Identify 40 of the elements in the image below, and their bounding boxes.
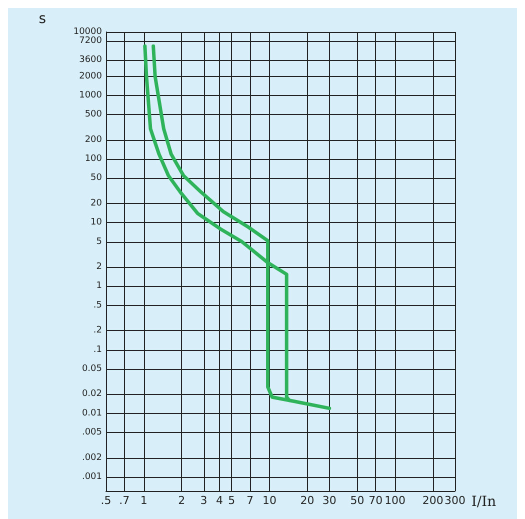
- y-tick-label: .1: [93, 344, 102, 355]
- x-tick-label: 5: [228, 494, 236, 507]
- y-tick-label: 1000: [79, 90, 102, 101]
- y-tick-label: 2000: [79, 71, 102, 82]
- y-tick-label: 0.01: [82, 408, 102, 418]
- y-tick-label: 5: [96, 236, 102, 247]
- x-tick-label: 30: [322, 494, 336, 507]
- x-tick-label: 10: [262, 494, 276, 507]
- y-axis-title: s: [38, 11, 46, 27]
- x-tick-label: 20: [300, 494, 314, 507]
- x-tick-label: 1: [140, 494, 148, 507]
- x-axis-title: I/In: [471, 494, 496, 510]
- y-tick-label: 0.02: [82, 389, 102, 400]
- y-tick-label: .005: [82, 427, 102, 438]
- y-tick-label: .5: [93, 300, 102, 310]
- y-tick-label: 2: [96, 262, 102, 272]
- x-tick-label: 70: [368, 494, 383, 507]
- y-tick-label: 10000: [73, 27, 102, 37]
- x-tick-label: 4: [216, 494, 223, 507]
- y-tick-label: 0.05: [82, 364, 102, 374]
- y-tick-label: 3600: [79, 55, 102, 66]
- y-tick-label: 50: [90, 173, 102, 184]
- y-tick-label: 500: [84, 110, 102, 120]
- y-tick-label: 1: [96, 281, 102, 292]
- x-tick-label: .7: [119, 494, 130, 507]
- x-tick-label: 200: [422, 494, 444, 507]
- y-tick-label: 20: [90, 198, 102, 209]
- y-tick-label: 100: [84, 154, 102, 164]
- y-tick-label: .002: [82, 452, 102, 463]
- x-tick-label: 3: [200, 494, 208, 507]
- x-tick-label: 50: [350, 494, 364, 507]
- y-tick-label: 7200: [79, 36, 102, 46]
- x-tick-label: 100: [384, 494, 406, 507]
- y-tick-label: .2: [93, 326, 102, 336]
- y-tick-label: 10: [90, 218, 102, 228]
- x-tick-label: 2: [178, 494, 186, 507]
- y-tick-label: .001: [82, 472, 102, 482]
- y-tick-label: 200: [84, 134, 102, 145]
- x-tick-label: 7: [246, 494, 254, 507]
- x-tick-label: 300: [444, 494, 466, 507]
